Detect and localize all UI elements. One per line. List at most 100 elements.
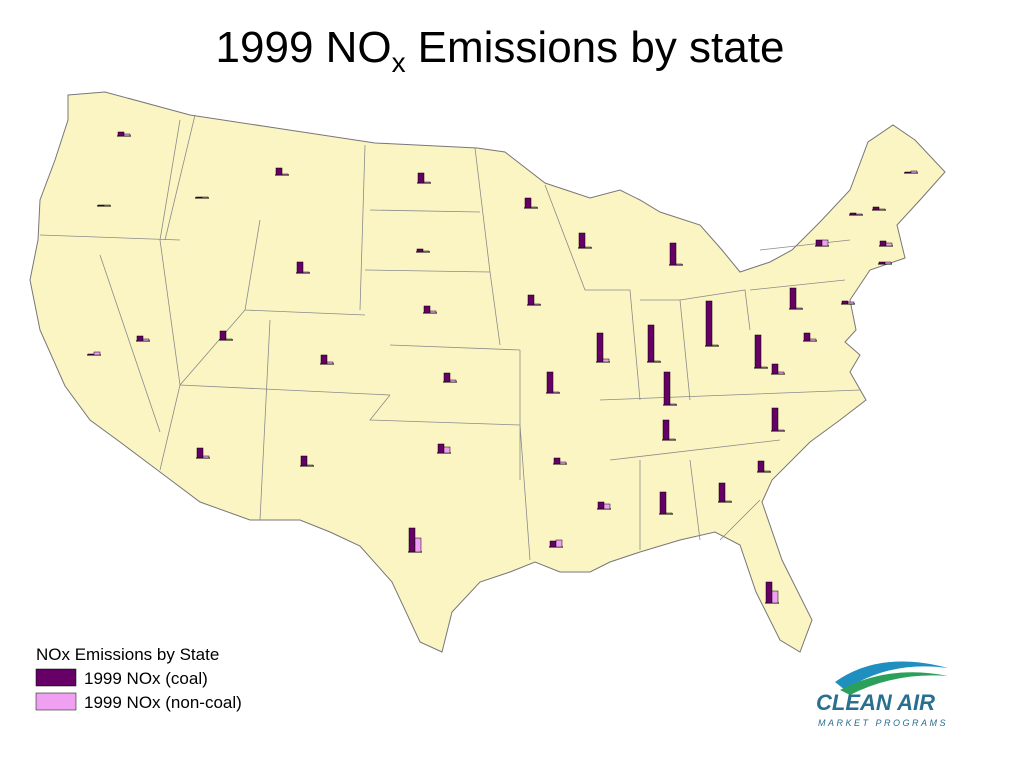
bar: [718, 482, 726, 503]
bar: [300, 455, 308, 467]
legend-label: 1999 NOx (coal): [84, 669, 208, 688]
bar: [97, 204, 105, 207]
logo-swoosh: [835, 661, 948, 690]
bar: [533, 303, 541, 306]
bar: [675, 263, 683, 266]
bar: [423, 181, 431, 184]
bar: [885, 242, 893, 247]
bar: [878, 208, 886, 211]
state-borders: [39, 114, 861, 561]
bar: [855, 213, 863, 216]
bar: [123, 133, 131, 137]
bar: [417, 172, 425, 184]
bar: [527, 294, 535, 306]
bar: [596, 332, 604, 363]
bar: [884, 261, 892, 265]
bar: [647, 324, 655, 363]
bar: [219, 330, 227, 341]
title-rest: Emissions by state: [418, 23, 785, 72]
bar: [93, 351, 101, 356]
bars: [87, 131, 918, 604]
bar: [524, 197, 532, 209]
bar: [416, 248, 424, 253]
logo: CLEAN AIR MARKET PROGRAMS: [816, 661, 948, 728]
us-outline: [29, 91, 946, 653]
logo-name: CLEAN AIR: [816, 690, 935, 715]
bar: [530, 206, 538, 209]
bar: [879, 240, 887, 247]
bar: [87, 353, 95, 356]
bar: [437, 443, 445, 454]
bar: [302, 271, 310, 274]
bar: [668, 438, 676, 441]
bar: [103, 204, 111, 207]
legend-swatch: [35, 692, 77, 711]
us-map: [29, 91, 946, 653]
bar: [584, 246, 592, 249]
legend-label: 1999 NOx (non-coal): [84, 693, 242, 712]
bar: [306, 464, 314, 467]
bar: [803, 332, 811, 342]
bar: [653, 360, 661, 363]
bar: [202, 455, 210, 459]
bar: [552, 391, 560, 394]
bar: [281, 173, 289, 176]
bar: [549, 540, 557, 548]
bar: [849, 212, 857, 216]
bar: [777, 371, 785, 375]
bar: [754, 334, 762, 369]
page-title: 1999 NOx Emissions by state: [216, 23, 785, 78]
bar: [320, 354, 328, 365]
bar: [757, 460, 765, 473]
bar: [815, 239, 823, 247]
bar: [763, 470, 771, 473]
bar: [821, 239, 829, 247]
bar: [201, 196, 209, 199]
bar: [809, 338, 817, 342]
bar: [117, 131, 125, 137]
bar: [662, 419, 670, 441]
bar: [275, 167, 283, 176]
bar: [553, 457, 561, 465]
bar: [789, 287, 797, 310]
bar: [225, 338, 233, 341]
bar: [326, 361, 334, 365]
bar: [443, 372, 451, 383]
legend: NOx Emissions by State 1999 NOx (coal) 1…: [35, 645, 242, 712]
bar: [771, 590, 779, 604]
bar: [705, 300, 713, 347]
bar: [603, 503, 611, 510]
bar: [711, 344, 719, 347]
bar: [795, 307, 803, 310]
bar: [296, 261, 304, 274]
bar: [414, 537, 422, 553]
bar: [443, 446, 451, 454]
bar: [904, 171, 912, 174]
bar: [847, 301, 855, 305]
bar: [136, 335, 144, 342]
bar: [449, 379, 457, 383]
bar: [841, 300, 849, 305]
logo-swoosh: [840, 672, 948, 695]
bar: [559, 461, 567, 465]
bar: [602, 358, 610, 363]
title-main: 1999 NO: [216, 23, 392, 72]
bar: [422, 250, 430, 253]
bar: [408, 527, 416, 553]
bar: [765, 581, 773, 604]
bar: [555, 539, 563, 548]
bar: [546, 371, 554, 394]
bar: [771, 407, 779, 432]
bar: [872, 206, 880, 211]
bar: [910, 170, 918, 174]
bar: [771, 363, 779, 375]
bar: [663, 371, 671, 406]
bar: [659, 491, 667, 515]
bar: [760, 366, 768, 369]
bar: [196, 447, 204, 459]
bar: [142, 338, 150, 342]
logo-tagline: MARKET PROGRAMS: [818, 718, 948, 728]
bar: [878, 261, 886, 265]
bar: [429, 310, 437, 314]
